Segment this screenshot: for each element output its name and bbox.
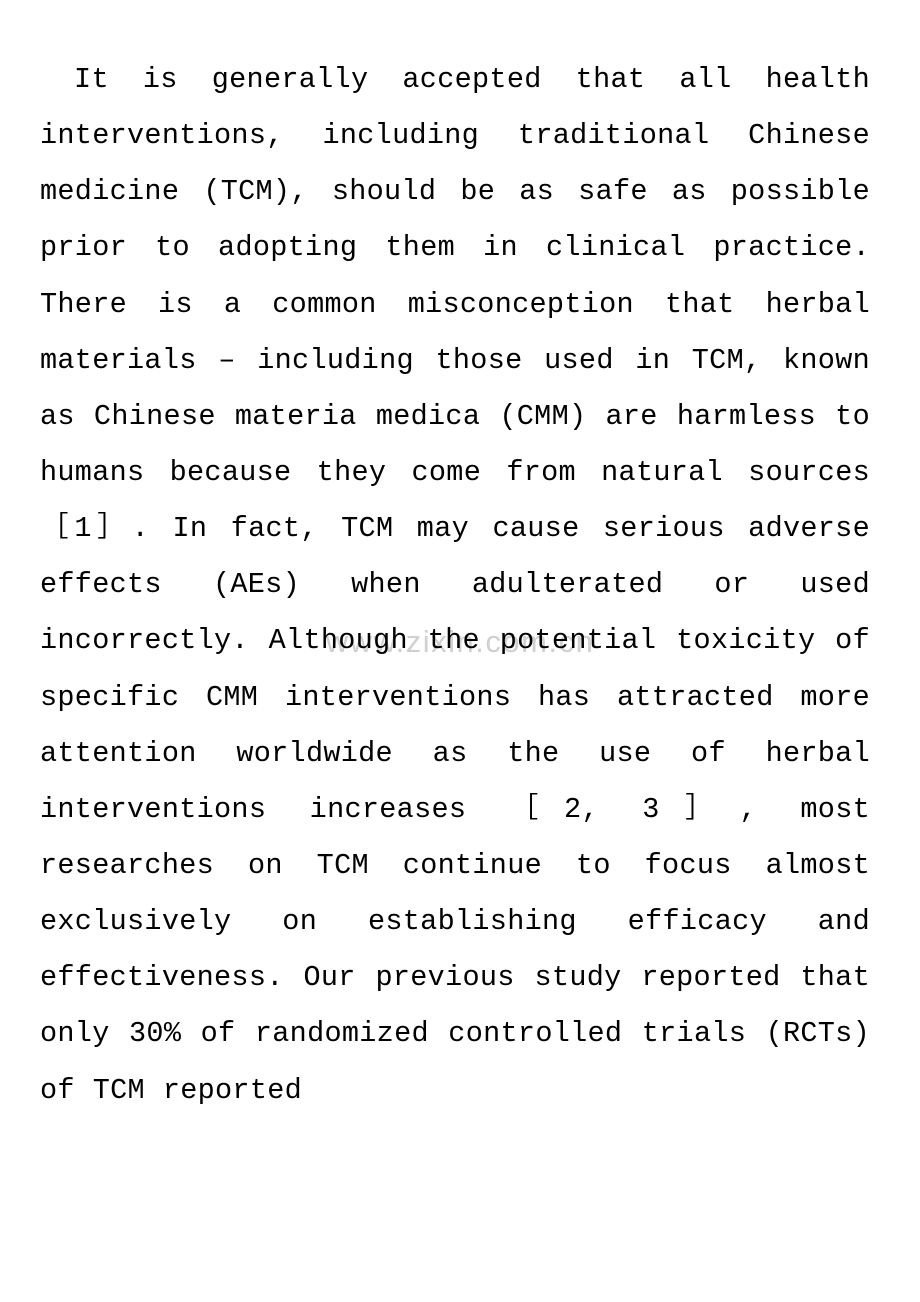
body-paragraph: It is generally accepted that all health…: [40, 52, 870, 1119]
document-content: It is generally accepted that all health…: [40, 52, 870, 1119]
